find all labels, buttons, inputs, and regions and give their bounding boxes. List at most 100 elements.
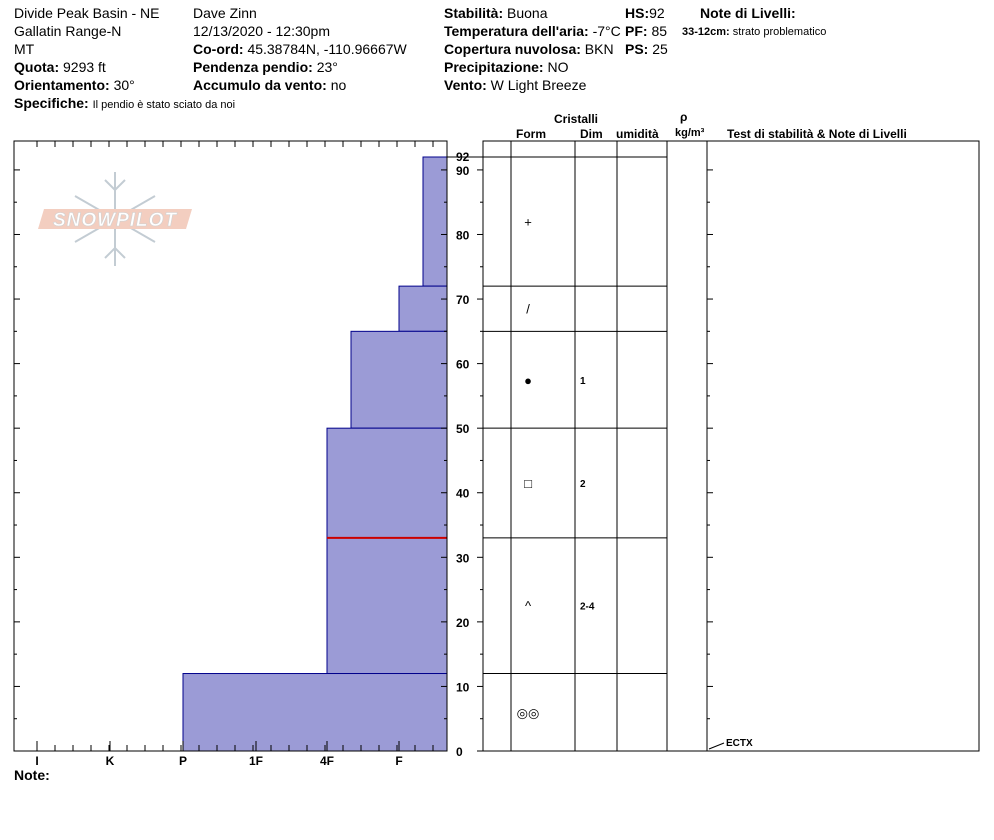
hardness-label-I: I <box>35 754 38 768</box>
depth-tick-label: 50 <box>456 422 470 436</box>
aspect-label: Orientamento: <box>14 77 110 93</box>
layer-note-text: strato problematico <box>732 26 827 38</box>
hardness-layer-0 <box>422 156 448 287</box>
hardness-layer-4 <box>326 537 448 675</box>
precip-value: NO <box>547 59 569 75</box>
elevation-value: 9293 ft <box>63 59 106 75</box>
state: MT <box>14 41 35 57</box>
hardness-layer-1 <box>398 285 448 332</box>
stability-value: Buona <box>507 5 548 21</box>
specifics-value: Il pendio è stato sciato da noi <box>92 99 236 111</box>
coordinates: Co-ord: 45.38784N, -110.96667W <box>193 41 407 57</box>
crystal-dim-3: 2 <box>580 479 586 490</box>
humidity-header: umidità <box>616 127 659 141</box>
stability-label: Stabilità: <box>444 5 504 21</box>
crystal-dim-2: 1 <box>580 376 586 387</box>
hs-label: HS: <box>625 5 650 21</box>
wind-loading-value: no <box>330 77 347 93</box>
hardness-layer-5 <box>182 673 448 752</box>
stability-notes-header: Test di stabilità & Note di Livelli <box>727 127 907 141</box>
table-frame <box>482 140 980 752</box>
location: Divide Peak Basin - NE <box>14 5 160 21</box>
crystal-form-2: ● <box>524 373 532 388</box>
observer: Dave Zinn <box>193 5 257 21</box>
ps: PS: 25 <box>625 41 668 57</box>
air-temp-value: -7°C <box>592 23 621 39</box>
depth-tick-label: 60 <box>456 358 470 372</box>
dim-header: Dim <box>580 127 603 141</box>
cloud-value: BKN <box>584 41 614 57</box>
hardness-label-P: P <box>179 754 187 768</box>
precip-label: Precipitazione: <box>444 59 544 75</box>
hardness-label-F: F <box>395 754 402 768</box>
slope-angle: Pendenza pendio: 23° <box>193 59 338 75</box>
crystal-table: + / ● 1 □ 2 ^ 2-4 ◎◎ ECTX <box>482 140 980 752</box>
layer-note: 33-12cm: strato problematico <box>682 24 826 40</box>
form-header: Form <box>516 127 546 141</box>
hardness-label-K: K <box>106 754 115 768</box>
crystal-form-5: ◎◎ <box>517 705 540 720</box>
slope-value: 23° <box>316 59 338 75</box>
precipitation: Precipitazione: NO <box>444 59 568 75</box>
coord-value: 45.38784N, -110.96667W <box>247 41 407 57</box>
cloud-cover: Copertura nuvolosa: BKN <box>444 41 614 57</box>
density-unit-header: kg/m³ <box>675 127 705 139</box>
depth-tick-label: 40 <box>456 487 470 501</box>
wind-label: Vento: <box>444 77 487 93</box>
depth-tick-label: 0 <box>456 745 463 759</box>
layer-note-depth: 33-12cm: <box>682 26 730 38</box>
coord-label: Co-ord: <box>193 41 244 57</box>
wind-loading: Accumulo da vento: no <box>193 77 346 93</box>
depth-tick-label: 20 <box>456 616 470 630</box>
hardness-layers <box>182 156 448 752</box>
aspect: Orientamento: 30° <box>14 77 135 93</box>
air-temp-label: Temperatura dell'aria: <box>444 23 589 39</box>
logo-text: SNOWPILOT <box>53 210 177 231</box>
rho-header: ρ <box>680 110 688 124</box>
depth-tick-label: 90 <box>456 164 470 178</box>
crystal-form-4: ^ <box>525 599 532 614</box>
crystal-dim-4: 2-4 <box>580 602 595 613</box>
crystal-form-0: + <box>524 215 532 230</box>
pf-value: 85 <box>651 23 668 39</box>
slope-label: Pendenza pendio: <box>193 59 313 75</box>
cloud-label: Copertura nuvolosa: <box>444 41 581 57</box>
crystal-form-1: / <box>526 302 530 317</box>
stability: Stabilità: Buona <box>444 5 548 21</box>
crystal-form-3: □ <box>524 476 532 491</box>
wind: Vento: W Light Breeze <box>444 77 586 93</box>
wind-loading-label: Accumulo da vento: <box>193 77 327 93</box>
hardness-label-1F: 1F <box>249 754 263 768</box>
elevation-label: Quota: <box>14 59 60 75</box>
snowpilot-logo: SNOWPILOT <box>38 172 192 266</box>
ps-value: 25 <box>652 41 668 57</box>
hs-value: 92 <box>649 5 665 21</box>
stability-test-pointer-0 <box>708 742 725 750</box>
datetime: 12/13/2020 - 12:30pm <box>193 23 330 39</box>
crystals-header: Cristalli <box>554 112 599 126</box>
hardness-label-4F: 4F <box>320 754 334 768</box>
pf-label: PF: <box>625 23 648 39</box>
aspect-value: 30° <box>113 77 135 93</box>
note-label: Note: <box>14 767 50 783</box>
air-temperature: Temperatura dell'aria: -7°C <box>444 23 622 39</box>
depth-tick-label: 70 <box>456 293 470 307</box>
layer-notes-title: Note di Livelli: <box>700 5 796 21</box>
specifics-label: Specifiche: <box>14 95 89 111</box>
specifics: Specifiche: Il pendio è stato sciato da … <box>14 95 235 113</box>
hs: HS:92 <box>625 5 665 21</box>
stability-test-label-0: ECTX <box>726 738 753 749</box>
wind-value: W Light Breeze <box>490 77 587 93</box>
profile-frame <box>13 140 448 752</box>
depth-tick-label: 10 <box>456 680 470 694</box>
ps-label: PS: <box>625 41 649 57</box>
elevation: Quota: 9293 ft <box>14 59 106 75</box>
hardness-layer-3 <box>326 427 448 539</box>
depth-tick-label: 80 <box>456 228 470 242</box>
logo-banner <box>38 209 192 229</box>
hardness-layer-2 <box>350 330 448 429</box>
pf: PF: 85 <box>625 23 667 39</box>
range: Gallatin Range-N <box>14 23 122 39</box>
